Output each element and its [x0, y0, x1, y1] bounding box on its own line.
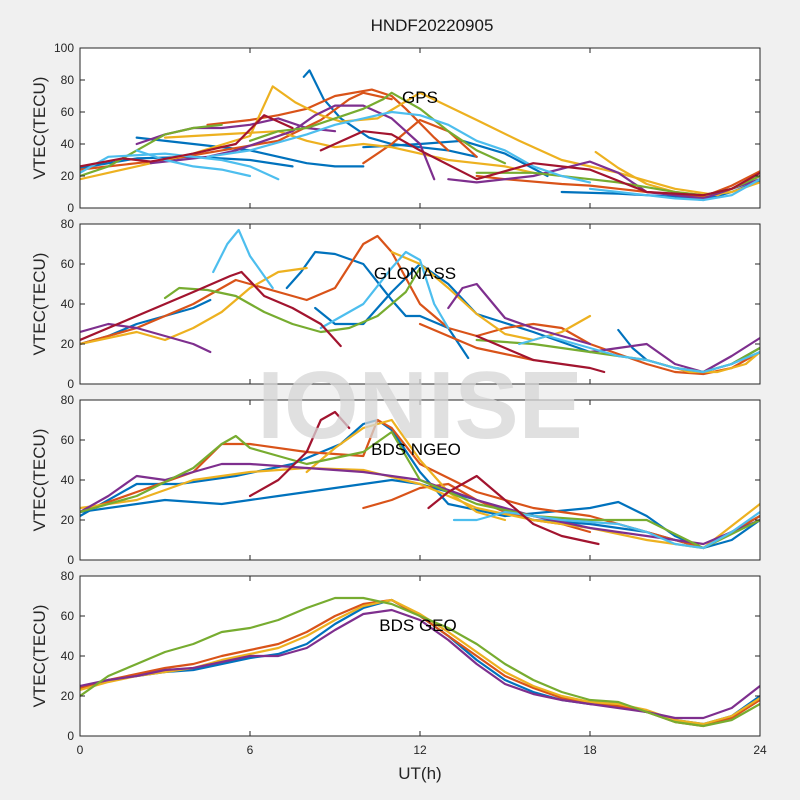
series-line [163, 130, 535, 174]
x-tick-label: 0 [77, 743, 84, 757]
x-axis-label: UT(h) [398, 764, 441, 783]
series-line [418, 149, 760, 197]
series-line [80, 123, 223, 178]
series-line [135, 149, 252, 178]
series-line [240, 270, 342, 348]
series-line [80, 430, 760, 550]
y-tick-label: 80 [61, 393, 75, 407]
panel-label: BDS GEO [379, 616, 456, 635]
x-tick-label: 6 [247, 743, 254, 757]
y-tick-label: 60 [61, 433, 75, 447]
y-tick-label: 60 [61, 257, 75, 271]
series-line [362, 118, 478, 165]
y-tick-label: 40 [61, 137, 75, 151]
y-tick-label: 40 [61, 649, 75, 663]
series-line [418, 322, 535, 362]
series-line [475, 170, 760, 198]
x-tick-label: 24 [753, 743, 767, 757]
series-line [80, 152, 280, 181]
series-line [427, 474, 600, 546]
series-line [80, 462, 760, 546]
series-line [206, 88, 450, 152]
series-line [80, 466, 760, 550]
series-group [80, 69, 760, 202]
series-line [319, 250, 450, 330]
panel-label: GLONASS [374, 264, 456, 283]
series-line [80, 418, 760, 550]
series-line [80, 266, 308, 346]
panel-bds-ngeo: 0 20 40 60 80 VTEC(TECU) BDS NGEO [30, 393, 761, 567]
panel-label: GPS [402, 88, 438, 107]
series-line [588, 178, 760, 202]
series-line [302, 69, 478, 158]
y-tick-label: 0 [67, 553, 74, 567]
y-tick-label: 20 [61, 337, 75, 351]
y-axis-label: VTEC(TECU) [30, 605, 49, 708]
series-line [80, 114, 294, 168]
y-tick-label: 20 [61, 689, 75, 703]
series-group [80, 228, 760, 376]
y-axis-label: VTEC(TECU) [30, 253, 49, 356]
series-line [305, 418, 507, 522]
series-line [447, 282, 592, 346]
plot-area [80, 576, 760, 736]
series-line [80, 270, 243, 342]
series-line [390, 250, 592, 342]
series-line [285, 250, 470, 360]
y-tick-label: 20 [61, 513, 75, 527]
y-tick-label: 100 [54, 41, 74, 55]
series-line [248, 91, 507, 165]
series-line [452, 510, 760, 550]
panel-glonass: 0 20 40 60 80 VTEC(TECU) GLONASS [30, 217, 761, 391]
y-axis-label: VTEC(TECU) [30, 77, 49, 180]
series-line [518, 334, 760, 374]
y-tick-label: 20 [61, 169, 75, 183]
panel-gps: 0 20 40 60 80 100 VTEC(TECU) GPS [30, 41, 761, 215]
y-tick-label: 80 [61, 73, 75, 87]
x-tick-label: 12 [413, 743, 427, 757]
series-group [80, 596, 760, 728]
y-tick-label: 0 [67, 201, 74, 215]
series-line [80, 322, 212, 354]
series-line [588, 336, 760, 374]
y-tick-label: 40 [61, 297, 75, 311]
y-tick-label: 60 [61, 105, 75, 119]
series-line [319, 130, 422, 152]
panel-bds-geo: 0 20 40 60 80 0 6 12 18 24 VTEC(TECU) BDS GEO [30, 569, 767, 757]
y-tick-label: 80 [61, 217, 75, 231]
y-tick-label: 40 [61, 473, 75, 487]
series-group [80, 410, 760, 550]
series-line [80, 478, 760, 550]
figure-title: HNDF20220905 [371, 16, 494, 35]
series-line [248, 410, 351, 498]
y-tick-label: 60 [61, 609, 75, 623]
y-tick-label: 0 [67, 377, 74, 391]
y-tick-label: 0 [67, 729, 74, 743]
y-axis-label: VTEC(TECU) [30, 429, 49, 532]
series-line [206, 110, 592, 184]
series-line [80, 596, 760, 728]
panel-label: BDS NGEO [371, 440, 461, 459]
watermark: IONISE [257, 352, 582, 459]
series-line [475, 334, 606, 374]
series-line [135, 136, 365, 168]
y-tick-label: 80 [61, 569, 75, 583]
x-tick-label: 18 [583, 743, 597, 757]
series-line [212, 228, 274, 290]
